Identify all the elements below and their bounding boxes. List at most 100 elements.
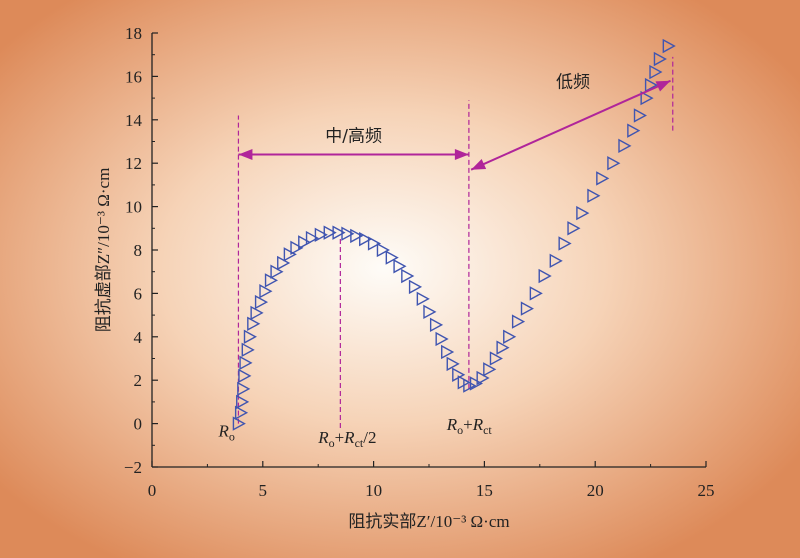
y-tick-label: 16	[125, 67, 142, 86]
x-tick-label: 15	[476, 481, 493, 500]
data-point	[250, 305, 264, 321]
data-point	[463, 378, 477, 393]
y-tick-label: 2	[134, 371, 143, 390]
data-point	[290, 240, 304, 256]
data-point	[618, 138, 632, 154]
data-point	[332, 225, 346, 240]
data-point	[238, 368, 252, 384]
data-point	[298, 235, 312, 250]
data-point	[350, 228, 364, 244]
data-point	[649, 64, 663, 80]
data-point	[496, 340, 510, 355]
point-label-ro: Ro	[217, 422, 234, 444]
point-label-part: o	[229, 430, 235, 444]
data-point	[596, 171, 610, 186]
point-label-part: ct	[355, 436, 364, 450]
data-point	[376, 242, 390, 258]
point-label-part: R	[472, 415, 484, 434]
point-label-ro-rct: Ro+Rct	[446, 415, 493, 437]
data-point	[567, 221, 581, 236]
data-point	[277, 255, 291, 271]
data-point	[489, 351, 503, 366]
data-point	[529, 286, 543, 301]
data-point	[385, 250, 399, 265]
x-tick-label: 5	[259, 481, 268, 500]
point-label-part: /2	[363, 428, 376, 447]
data-point	[323, 225, 337, 240]
data-point	[520, 301, 534, 316]
data-point	[549, 253, 563, 269]
data-point	[247, 316, 261, 331]
y-tick-label: 12	[125, 154, 142, 173]
data-point	[243, 329, 257, 344]
data-point	[237, 381, 251, 397]
y-tick-label: 18	[125, 24, 142, 43]
y-tick-label: 14	[125, 111, 143, 130]
point-label-part: R	[317, 428, 329, 447]
data-point	[393, 259, 407, 274]
data-point	[416, 291, 430, 307]
data-point	[627, 123, 641, 138]
point-label-ro-rct-half: Ro+Rct/2	[317, 428, 376, 450]
data-point	[653, 51, 667, 67]
y-tick-label: 8	[134, 241, 143, 260]
data-point	[283, 247, 297, 262]
point-label-part: ct	[483, 423, 492, 437]
y-tick-label: −2	[124, 458, 142, 477]
data-point	[305, 230, 320, 246]
data-point	[587, 188, 601, 203]
arrow-head	[238, 149, 253, 161]
data-point	[511, 314, 526, 329]
x-tick-label: 25	[698, 481, 715, 500]
y-tick-label: 0	[134, 415, 143, 434]
data-point	[476, 370, 490, 386]
y-tick-label: 10	[125, 198, 142, 217]
data-point	[644, 77, 659, 93]
annotation-label: 低频	[556, 72, 590, 92]
data-point	[423, 304, 437, 320]
data-point	[314, 227, 328, 242]
axes: 0 5 10 15 20 25 −2 0 2 4 6 8 10 12 14 16 18	[124, 24, 715, 500]
arrow-head	[655, 80, 671, 92]
data-point	[538, 268, 552, 284]
data-point	[441, 344, 455, 360]
data-point	[236, 394, 250, 410]
x-tick-label: 20	[587, 481, 604, 500]
data-point	[429, 317, 444, 333]
y-tick-label: 4	[134, 328, 143, 347]
data-point	[469, 376, 483, 391]
point-label-part: +	[335, 428, 345, 447]
point-label-part: o	[457, 423, 463, 437]
data-point	[234, 405, 249, 420]
data-point	[254, 294, 269, 310]
data-point	[239, 355, 253, 371]
data-point	[558, 236, 572, 251]
y-tick-label: 6	[134, 284, 143, 303]
x-tick-label: 0	[148, 481, 157, 500]
data-point	[401, 268, 415, 284]
data-point	[576, 205, 590, 221]
data-point	[359, 231, 373, 247]
annotation-label: 中/高频	[325, 127, 382, 147]
x-tick-label: 10	[365, 481, 382, 500]
data-point	[662, 38, 676, 54]
data-point	[446, 356, 460, 372]
data-point	[241, 342, 255, 357]
data-point	[633, 108, 647, 123]
y-axis-label: 阻抗虚部Z″/10⁻³ Ω·cm	[94, 168, 113, 333]
data-point	[259, 284, 273, 299]
data-point	[503, 329, 517, 344]
data-point	[232, 416, 246, 431]
data-point	[367, 236, 382, 251]
annotation-arrow	[470, 79, 671, 171]
point-label-part: o	[329, 436, 335, 450]
point-label-part: R	[217, 422, 229, 441]
data-point	[607, 156, 621, 171]
data-point	[640, 90, 654, 106]
arrow-head	[454, 149, 469, 161]
data-point	[341, 226, 355, 241]
